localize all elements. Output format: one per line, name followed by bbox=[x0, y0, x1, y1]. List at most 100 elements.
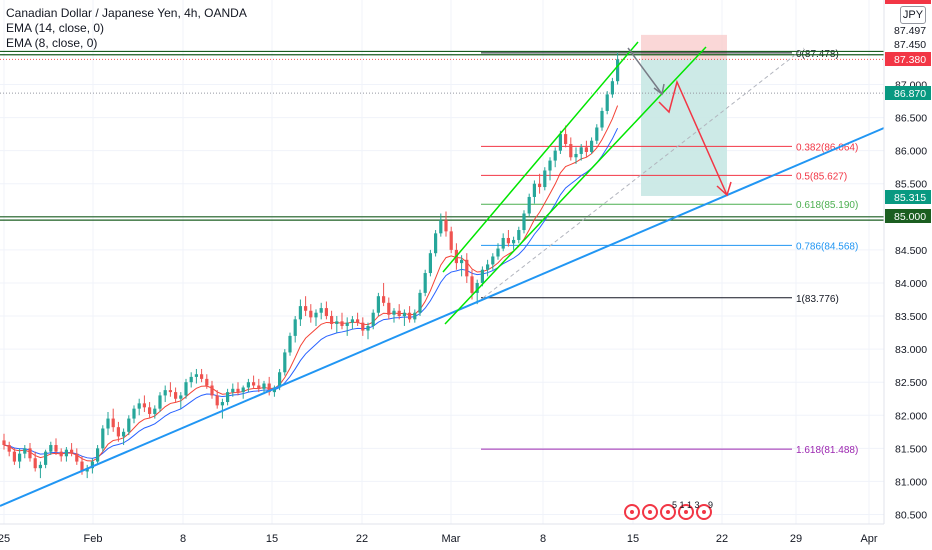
candle-body bbox=[80, 461, 84, 472]
time-tick-label: 8 bbox=[180, 533, 186, 545]
candle-body bbox=[7, 445, 11, 452]
candle-body bbox=[548, 160, 552, 171]
candle-body bbox=[512, 239, 516, 244]
candle-body bbox=[434, 233, 438, 254]
candle-body bbox=[127, 418, 131, 432]
take-profit-zone bbox=[641, 59, 727, 196]
candle-body bbox=[231, 388, 235, 393]
candle-body bbox=[600, 110, 604, 128]
candle-body bbox=[350, 319, 354, 323]
fib-level-label: 1.618(81.488) bbox=[796, 445, 858, 456]
candle-body bbox=[428, 253, 432, 274]
candle-body bbox=[18, 453, 22, 462]
candle-body bbox=[496, 248, 500, 257]
event-count-label: 9 bbox=[708, 500, 714, 510]
symbol-title: Canadian Dollar / Japanese Yen, 4h, OAND… bbox=[6, 6, 247, 20]
candle-body bbox=[439, 220, 443, 234]
candle-body bbox=[304, 306, 308, 311]
price-tick-label: 83.500 bbox=[895, 311, 927, 323]
candle-body bbox=[153, 408, 157, 414]
candle-body bbox=[569, 144, 573, 158]
fib-level-label: 0.5(85.627) bbox=[796, 171, 847, 182]
candle-body bbox=[314, 312, 318, 318]
time-axis: 25 Feb 8 15 22 Mar 8 15 22 29 Apr bbox=[0, 523, 884, 550]
chart-legend: Canadian Dollar / Japanese Yen, 4h, OAND… bbox=[6, 6, 247, 51]
trend-drawings bbox=[0, 41, 885, 507]
candle-body bbox=[470, 276, 474, 293]
candle-body bbox=[236, 388, 240, 393]
price-axis: 80.500 81.000 81.500 82.000 82.500 83.000 83.5… bbox=[883, 0, 932, 550]
candle-body bbox=[174, 392, 178, 399]
candle-body bbox=[44, 451, 48, 465]
candle-body bbox=[382, 296, 386, 303]
candle-body bbox=[610, 81, 614, 95]
candle-body bbox=[272, 387, 276, 393]
time-tick-label: 22 bbox=[716, 533, 728, 545]
time-tick-label: 29 bbox=[790, 533, 802, 545]
price-tick-label: 84.500 bbox=[895, 245, 927, 257]
candle-body bbox=[553, 150, 557, 161]
candle-body bbox=[111, 418, 115, 428]
candle-body bbox=[298, 306, 302, 320]
candle-body bbox=[241, 387, 245, 393]
channel-median-line bbox=[482, 47, 805, 299]
candle-body bbox=[262, 383, 266, 389]
candle-body bbox=[402, 312, 406, 317]
position-zones bbox=[641, 34, 727, 196]
candle-body bbox=[532, 183, 536, 197]
grid bbox=[0, 0, 884, 524]
price-label-bg bbox=[885, 190, 931, 204]
time-tick-label: 8 bbox=[540, 533, 546, 545]
candle-body bbox=[564, 134, 568, 145]
candle-body bbox=[397, 310, 401, 317]
price-tick-label: 83.000 bbox=[895, 344, 927, 356]
candle-body bbox=[449, 231, 453, 250]
candle-body bbox=[465, 259, 469, 277]
candle-body bbox=[132, 408, 136, 419]
candle-body bbox=[179, 395, 183, 399]
candle-body bbox=[38, 464, 42, 469]
event-icon[interactable] bbox=[642, 504, 658, 520]
event-icon[interactable] bbox=[696, 504, 712, 520]
event-icon[interactable] bbox=[660, 504, 676, 520]
time-tick-label: Feb bbox=[84, 533, 103, 545]
candle-body bbox=[491, 256, 495, 265]
candle-body bbox=[423, 273, 427, 293]
candle-body bbox=[387, 302, 391, 315]
candle-body bbox=[12, 451, 16, 462]
price-label-bg bbox=[885, 209, 931, 223]
candle-body bbox=[345, 322, 349, 326]
time-tick-label: Apr bbox=[860, 533, 877, 545]
currency-badge[interactable]: JPY bbox=[900, 6, 926, 24]
candle-body bbox=[309, 310, 313, 318]
candle-body bbox=[361, 322, 365, 331]
fib-level-label: 0.786(84.568) bbox=[796, 241, 858, 252]
price-tick-label: 86.000 bbox=[895, 146, 927, 158]
price-label-bg bbox=[885, 0, 931, 4]
arrow-head bbox=[653, 83, 665, 96]
candle-body bbox=[475, 282, 479, 293]
ascending-trendline bbox=[0, 127, 885, 507]
fib-level-label: 0.382(86.064) bbox=[796, 142, 858, 153]
event-count-label: 5 1 1 3 bbox=[672, 500, 700, 510]
candle-body bbox=[106, 418, 110, 429]
candle-body bbox=[376, 296, 380, 313]
candle-body bbox=[252, 382, 256, 386]
candle-body bbox=[538, 183, 542, 188]
price-label: 85.000 bbox=[894, 211, 926, 223]
candle-body bbox=[558, 134, 562, 151]
candle-body bbox=[501, 237, 505, 249]
price-tick-label: 85.500 bbox=[895, 179, 927, 191]
event-icon[interactable] bbox=[624, 504, 640, 520]
event-icon[interactable] bbox=[678, 504, 694, 520]
candle-body bbox=[28, 448, 32, 459]
candle-body bbox=[595, 127, 599, 141]
price-tick-label: 82.000 bbox=[895, 410, 927, 422]
projection-arrow bbox=[627, 47, 663, 95]
candle-body bbox=[54, 445, 58, 452]
candle-body bbox=[194, 374, 198, 377]
candle-body bbox=[96, 448, 100, 462]
candle-body bbox=[574, 153, 578, 158]
candle-body bbox=[413, 312, 417, 320]
